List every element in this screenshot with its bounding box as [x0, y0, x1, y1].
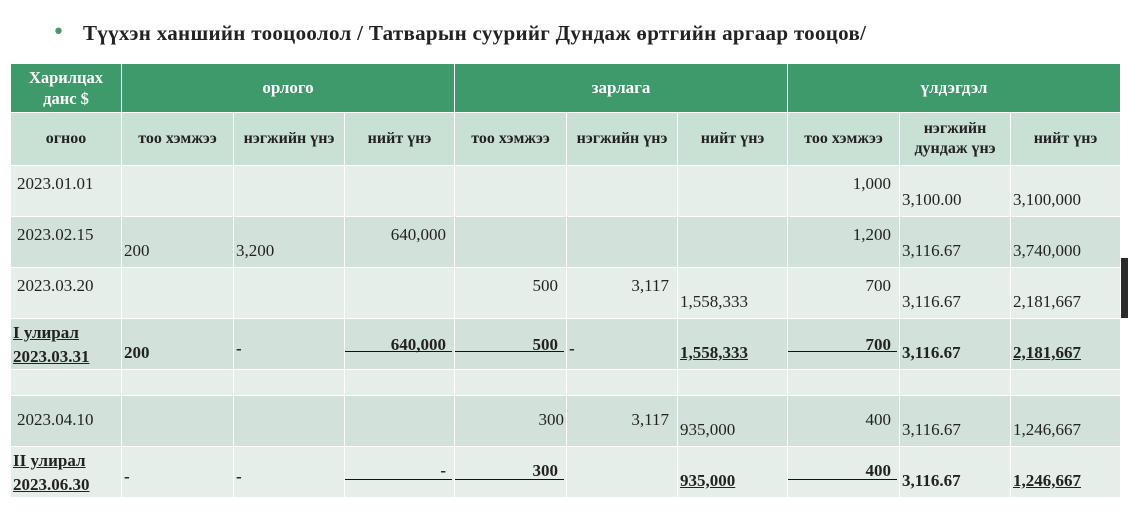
bal-qty-cell: 1,200 — [852, 225, 892, 244]
date-cell: 2023.02.15 — [17, 225, 94, 244]
header-expense: зарлага — [454, 63, 789, 113]
spacer-row — [10, 369, 1122, 396]
subheader-in-qty: тоо хэмжээ — [121, 112, 234, 166]
in-price-cell: - — [236, 339, 242, 358]
subheader-out-price: нэгжийн үнэ — [566, 112, 679, 166]
out-qty-cell: 500 — [532, 276, 559, 295]
out-total-cell: 935,000 — [680, 471, 736, 490]
out-total-cell: 1,558,333 — [680, 343, 749, 362]
inventory-table: Харилцах данс $ орлого зарлага үлдэгдэл … — [10, 63, 1122, 498]
underline-rule — [345, 351, 453, 352]
in-qty-cell: 200 — [124, 241, 150, 260]
underline-rule — [455, 479, 565, 480]
subheader-bal-total: нийт үнэ — [1010, 112, 1122, 166]
header-account: Харилцах данс $ — [10, 63, 122, 113]
out-total-cell: 1,558,333 — [680, 292, 749, 311]
bal-qty-cell: 400 — [865, 461, 892, 480]
date-cell: 2023.01.01 — [17, 174, 94, 193]
in-total-cell: 640,000 — [390, 225, 447, 244]
bal-price-cell: 3,116.67 — [902, 292, 961, 311]
in-qty-cell: - — [124, 467, 130, 486]
bal-qty-cell: 400 — [865, 410, 892, 429]
bal-total-cell: 3,100,000 — [1013, 190, 1082, 209]
subheader-in-total: нийт үнэ — [343, 112, 456, 166]
bal-price-cell: 3,116.67 — [902, 241, 961, 260]
table-row: 2023.02.15 200 3,200 640,000 1,200 3,116… — [10, 216, 1122, 268]
header-income: орлого — [120, 63, 456, 113]
date-cell: 2023.04.10 — [17, 410, 94, 429]
bal-price-cell: 3,116.67 — [902, 471, 961, 490]
underline-rule — [455, 351, 565, 352]
bullet-icon: • — [52, 20, 65, 45]
out-price-cell: - — [569, 339, 575, 358]
subheader-out-qty: тоо хэмжээ — [454, 112, 568, 166]
underline-rule — [788, 351, 898, 352]
page-title: Түүхэн ханшийн тооцоолол / Татварын суур… — [82, 20, 867, 45]
table-row: 2023.03.20 500 3,117 1,558,333 700 3,116… — [10, 267, 1122, 319]
date-cell: 2023.03.20 — [17, 276, 94, 295]
bal-qty-cell: 700 — [865, 335, 892, 354]
out-qty-cell: 500 — [532, 335, 559, 354]
out-price-cell: 3,117 — [631, 276, 670, 295]
table-row: 2023.01.01 1,000 3,100.00 3,100,000 — [10, 165, 1122, 217]
in-total-cell: - — [440, 461, 447, 480]
bal-total-cell: 2,181,667 — [1013, 343, 1082, 362]
out-total-cell: 935,000 — [680, 420, 736, 439]
quarter-summary-row: I улирал 2023.03.31 200 - 640,000 500 - 1… — [10, 318, 1122, 370]
out-qty-cell: 300 — [532, 461, 559, 480]
edge-scroll-handle[interactable] — [1121, 258, 1128, 318]
out-price-cell: 3,117 — [631, 410, 670, 429]
bal-price-cell: 3,116.67 — [902, 420, 961, 439]
subheader-out-total: нийт үнэ — [677, 112, 789, 166]
bal-qty-cell: 700 — [865, 276, 892, 295]
header-row: Харилцах данс $ орлого зарлага үлдэгдэл — [10, 63, 1122, 113]
subheader-in-price: нэгжийн үнэ — [233, 112, 345, 166]
table-row: 2023.04.10 300 3,117 935,000 400 3,116.6… — [10, 395, 1122, 447]
title-row: • Түүхэн ханшийн тооцоолол / Татварын су… — [52, 16, 866, 50]
in-total-cell: 640,000 — [390, 335, 447, 354]
bal-price-cell: 3,116.67 — [902, 343, 961, 362]
underline-rule — [345, 479, 453, 480]
quarter-label: II улирал 2023.06.30 — [13, 451, 90, 494]
subheader-bal-qty: тоо хэмжээ — [787, 112, 901, 166]
out-qty-cell: 300 — [538, 410, 565, 429]
bal-total-cell: 1,246,667 — [1013, 420, 1082, 439]
underline-rule — [788, 479, 898, 480]
subheader-bal-price: нэгжийн дундаж үнэ — [899, 112, 1012, 166]
bal-total-cell: 1,246,667 — [1013, 471, 1082, 490]
quarter-summary-row: II улирал 2023.06.30 - - - 300 935,000 40… — [10, 446, 1122, 498]
in-qty-cell: 200 — [124, 343, 150, 362]
in-price-cell: - — [236, 467, 242, 486]
subheader-date: огноо — [10, 112, 122, 166]
bal-total-cell: 3,740,000 — [1013, 241, 1082, 260]
bal-qty-cell: 1,000 — [852, 174, 892, 193]
subheader-row: огноо тоо хэмжээ нэгжийн үнэ нийт үнэ то… — [10, 112, 1122, 166]
in-price-cell: 3,200 — [236, 241, 275, 260]
quarter-label: I улирал 2023.03.31 — [13, 323, 90, 366]
bal-total-cell: 2,181,667 — [1013, 292, 1082, 311]
bal-price-cell: 3,100.00 — [902, 190, 962, 209]
header-balance: үлдэгдэл — [787, 63, 1122, 113]
